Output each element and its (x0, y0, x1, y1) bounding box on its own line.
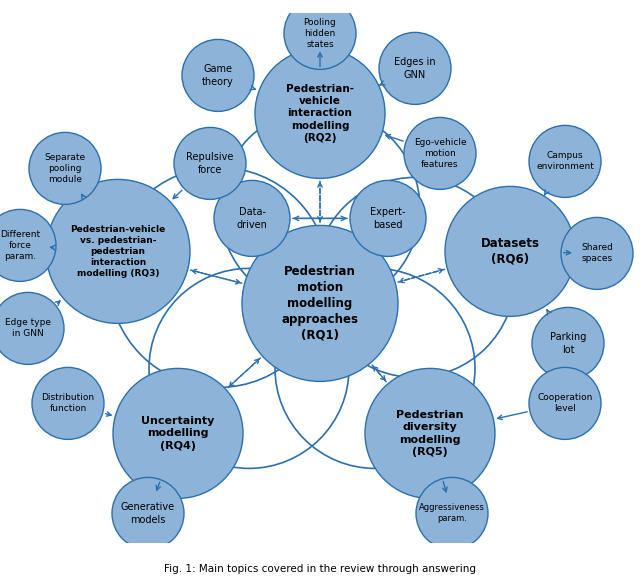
Text: Repulsive
force: Repulsive force (186, 152, 234, 175)
Text: Different
force
param.: Different force param. (0, 230, 40, 261)
Circle shape (255, 48, 385, 179)
Circle shape (0, 292, 64, 364)
Text: Game
theory: Game theory (202, 64, 234, 86)
Circle shape (350, 180, 426, 256)
Text: Uncertainty
modelling
(RQ4): Uncertainty modelling (RQ4) (141, 416, 214, 451)
Circle shape (112, 477, 184, 549)
Circle shape (242, 226, 398, 382)
Circle shape (529, 367, 601, 440)
Text: Pedestrian
motion
modelling
approaches
(RQ1): Pedestrian motion modelling approaches (… (282, 265, 358, 342)
Text: Pedestrian-vehicle
vs. pedestrian-
pedestrian
interaction
modelling (RQ3): Pedestrian-vehicle vs. pedestrian- pedes… (70, 224, 166, 278)
Circle shape (29, 132, 101, 204)
Text: Campus
environment: Campus environment (536, 151, 594, 172)
Text: Separate
pooling
module: Separate pooling module (44, 153, 86, 184)
Circle shape (214, 180, 290, 256)
Text: Cooperation
level: Cooperation level (538, 393, 593, 414)
Text: Expert-
based: Expert- based (371, 207, 406, 230)
Text: Ego-vehicle
motion
features: Ego-vehicle motion features (413, 138, 467, 169)
Circle shape (532, 307, 604, 379)
Text: Fig. 1: Main topics covered in the review through answering: Fig. 1: Main topics covered in the revie… (164, 564, 476, 574)
Circle shape (365, 368, 495, 498)
Text: Generative
models: Generative models (121, 502, 175, 524)
Text: Parking
lot: Parking lot (550, 332, 586, 354)
Circle shape (46, 179, 190, 324)
Text: Pedestrian
diversity
modelling
(RQ5): Pedestrian diversity modelling (RQ5) (396, 410, 464, 457)
Circle shape (32, 367, 104, 440)
Text: Pooling
hidden
states: Pooling hidden states (303, 18, 337, 49)
Circle shape (284, 0, 356, 70)
Circle shape (0, 209, 56, 281)
Text: Edges in
GNN: Edges in GNN (394, 57, 436, 79)
Circle shape (379, 32, 451, 104)
Circle shape (113, 368, 243, 498)
Circle shape (445, 186, 575, 317)
Text: Aggressiveness
param.: Aggressiveness param. (419, 503, 485, 523)
Text: Pedestrian-
vehicle
interaction
modelling
(RQ2): Pedestrian- vehicle interaction modellin… (286, 84, 354, 143)
Text: Edge type
in GNN: Edge type in GNN (5, 318, 51, 339)
Text: Shared
spaces: Shared spaces (581, 244, 613, 263)
Text: Distribution
function: Distribution function (42, 393, 95, 414)
Circle shape (529, 125, 601, 197)
Circle shape (174, 128, 246, 200)
Text: Data-
driven: Data- driven (237, 207, 268, 230)
Circle shape (404, 117, 476, 190)
Text: Datasets
(RQ6): Datasets (RQ6) (481, 237, 540, 266)
Circle shape (182, 39, 254, 111)
Circle shape (561, 218, 633, 289)
Circle shape (416, 477, 488, 549)
